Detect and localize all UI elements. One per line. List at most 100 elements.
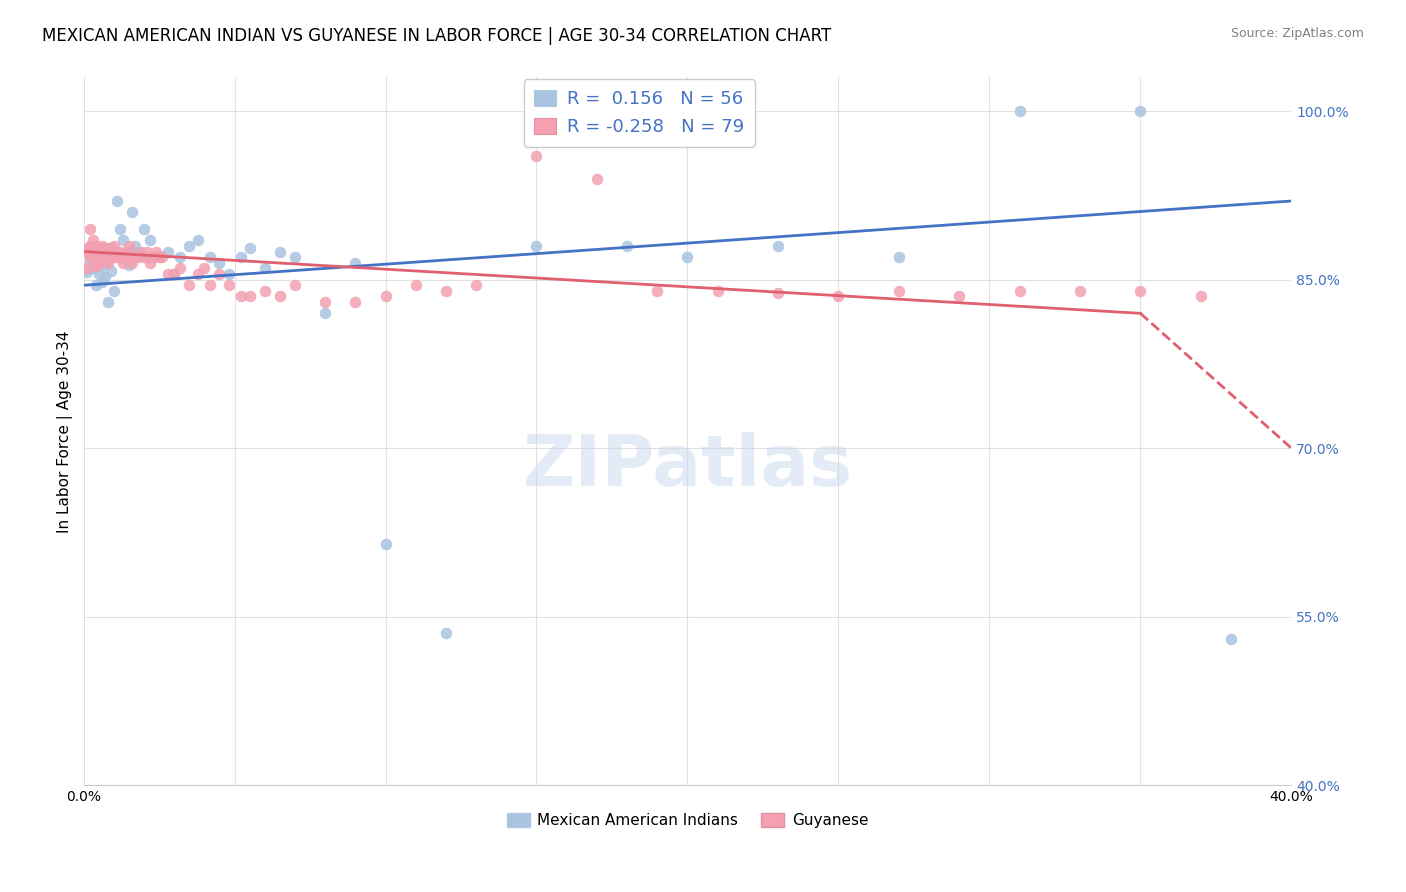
- Text: ZIPatlas: ZIPatlas: [523, 432, 852, 501]
- Point: [374, 536, 396, 550]
- Point: [645, 284, 668, 298]
- Point: [76, 244, 98, 259]
- Point: [97, 256, 120, 270]
- Point: [208, 267, 231, 281]
- Point: [108, 222, 131, 236]
- Point: [142, 250, 165, 264]
- Point: [150, 250, 173, 264]
- Point: [229, 289, 252, 303]
- Point: [586, 171, 609, 186]
- Point: [76, 241, 98, 255]
- Point: [100, 263, 122, 277]
- Point: [90, 250, 112, 264]
- Point: [82, 239, 104, 253]
- Point: [269, 244, 291, 259]
- Point: [111, 250, 134, 264]
- Point: [87, 267, 110, 281]
- Point: [79, 239, 101, 253]
- Point: [127, 250, 149, 264]
- Point: [239, 241, 262, 255]
- Point: [200, 250, 222, 264]
- Point: [218, 267, 240, 281]
- Point: [87, 241, 110, 255]
- Point: [93, 256, 115, 270]
- Point: [111, 250, 134, 264]
- Point: [90, 248, 112, 262]
- Point: [124, 239, 146, 253]
- Point: [706, 284, 728, 298]
- Point: [208, 256, 231, 270]
- Point: [465, 278, 488, 293]
- Point: [79, 222, 101, 236]
- Point: [84, 248, 107, 262]
- Point: [179, 278, 201, 293]
- Point: [76, 265, 98, 279]
- Point: [108, 244, 131, 259]
- Point: [97, 295, 120, 310]
- Point: [100, 241, 122, 255]
- Point: [169, 250, 191, 264]
- Point: [82, 244, 104, 259]
- Point: [676, 250, 699, 264]
- Point: [169, 261, 191, 276]
- Point: [84, 239, 107, 253]
- Point: [132, 222, 155, 236]
- Point: [136, 250, 159, 264]
- Point: [121, 205, 143, 219]
- Point: [93, 270, 115, 285]
- Point: [163, 267, 186, 281]
- Point: [90, 275, 112, 289]
- Point: [118, 258, 141, 272]
- Point: [100, 250, 122, 264]
- Point: [616, 239, 638, 253]
- Point: [193, 261, 215, 276]
- Point: [111, 256, 134, 270]
- Point: [1069, 284, 1091, 298]
- Point: [76, 261, 98, 276]
- Point: [79, 250, 101, 264]
- Point: [253, 261, 276, 276]
- Point: [157, 244, 180, 259]
- Point: [87, 250, 110, 264]
- Point: [344, 256, 367, 270]
- Point: [93, 250, 115, 264]
- Point: [434, 626, 457, 640]
- Point: [218, 278, 240, 293]
- Point: [434, 284, 457, 298]
- Point: [148, 250, 170, 264]
- Point: [163, 267, 186, 281]
- Point: [111, 233, 134, 247]
- Point: [948, 289, 970, 303]
- Point: [108, 250, 131, 264]
- Point: [526, 149, 548, 163]
- Point: [79, 244, 101, 259]
- Point: [157, 267, 180, 281]
- Point: [87, 256, 110, 270]
- Point: [1129, 104, 1152, 119]
- Point: [90, 259, 112, 273]
- Point: [284, 250, 307, 264]
- Point: [344, 295, 367, 310]
- Point: [103, 284, 125, 298]
- Point: [93, 241, 115, 255]
- Point: [90, 239, 112, 253]
- Point: [145, 244, 167, 259]
- Point: [118, 239, 141, 253]
- Point: [84, 250, 107, 264]
- Point: [118, 244, 141, 259]
- Point: [84, 278, 107, 293]
- Point: [405, 278, 427, 293]
- Y-axis label: In Labor Force | Age 30-34: In Labor Force | Age 30-34: [58, 330, 73, 533]
- Point: [187, 233, 209, 247]
- Point: [284, 278, 307, 293]
- Point: [129, 244, 152, 259]
- Point: [269, 289, 291, 303]
- Point: [127, 244, 149, 259]
- Point: [253, 284, 276, 298]
- Point: [1129, 284, 1152, 298]
- Point: [200, 278, 222, 293]
- Point: [179, 239, 201, 253]
- Point: [97, 244, 120, 259]
- Point: [103, 239, 125, 253]
- Point: [103, 250, 125, 264]
